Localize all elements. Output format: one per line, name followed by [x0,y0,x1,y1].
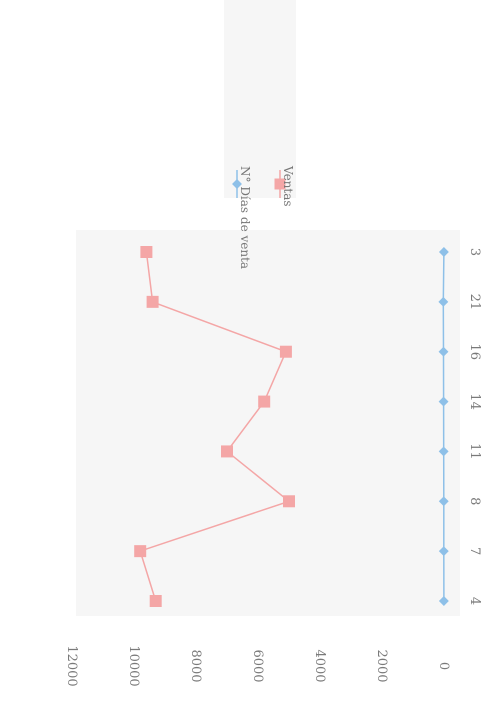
y-tick-label: 2000 [374,649,389,682]
data-point-ventas [258,395,271,408]
x-tick-label: 11 [467,443,482,460]
legend-marker-dias [232,179,242,189]
y-tick-label: 8000 [188,649,203,682]
data-point-ventas [134,545,147,558]
legend-label-dias: N° Días de venta [238,166,252,269]
data-point-dias [438,596,449,606]
data-point-ventas [149,595,162,607]
data-point-ventas [140,246,153,258]
y-tick-label: 4000 [312,649,327,682]
legend-background [224,0,296,198]
data-point-ventas [221,445,233,458]
y-tick-label: 10000 [126,645,141,686]
series-line-0 [442,251,445,602]
data-point-dias [438,546,449,557]
series-layer [134,246,449,607]
data-point-dias [438,446,449,457]
data-point-dias [438,346,449,357]
data-point-ventas [279,345,292,358]
x-tick-label: 14 [467,393,482,410]
x-axis-ticks: 4 7 8 11 14 16 21 3 [467,248,482,605]
data-point-dias [438,296,449,307]
legend-marker-ventas [274,178,286,190]
data-point-dias [438,396,449,407]
x-tick-label: 8 [467,497,482,505]
y-tick-label: 12000 [64,645,79,686]
y-axis-ticks: 0 2000 4000 6000 8000 10000 12000 [64,645,451,686]
y-tick-label: 0 [436,662,451,670]
x-tick-label: 4 [467,597,482,605]
legend: N° Días de venta Ventas [224,0,296,269]
data-point-ventas [146,295,159,308]
x-tick-label: 7 [467,547,482,555]
x-tick-label: 16 [467,343,482,360]
y-tick-label: 6000 [250,649,265,682]
series-line-1 [139,251,291,602]
data-point-dias [438,247,449,257]
data-point-dias [438,496,449,507]
data-point-ventas [283,495,295,508]
x-tick-label: 21 [467,294,482,311]
legend-label-ventas: Ventas [281,165,295,207]
x-tick-label: 3 [467,248,482,256]
plot-area [76,230,460,616]
